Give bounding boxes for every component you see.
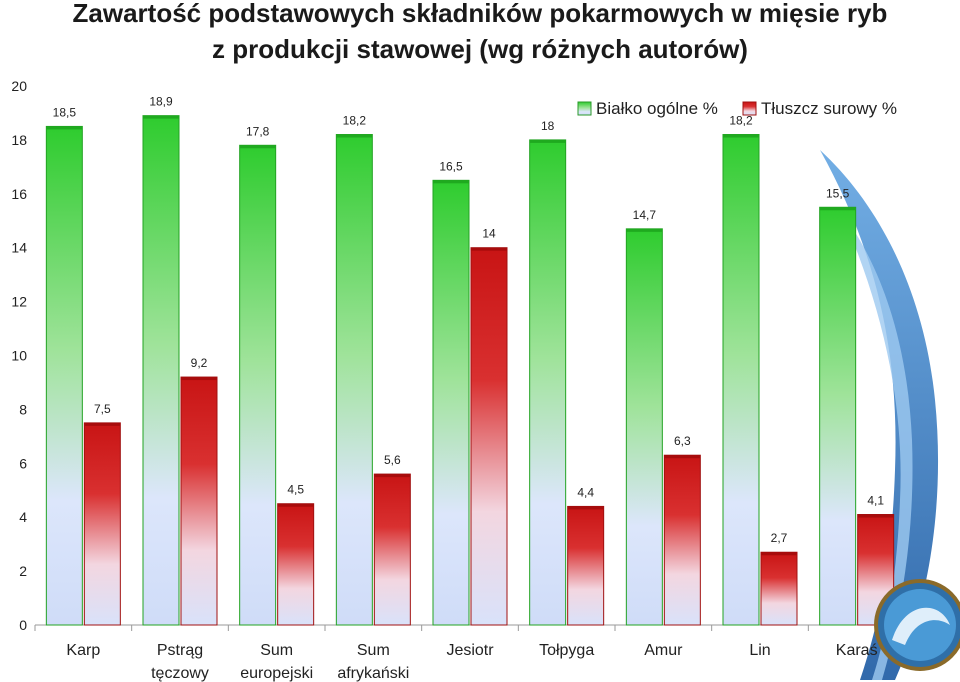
category-label: Jesiotr (446, 642, 494, 659)
bar-protein (432, 179, 470, 626)
data-label-protein: 18,2 (343, 114, 367, 128)
data-label-fat: 6,3 (674, 434, 691, 448)
bar-protein (722, 134, 760, 626)
y-tick-label: 16 (11, 186, 27, 202)
category-label: afrykański (337, 665, 409, 682)
data-label-fat: 4,1 (867, 494, 884, 508)
y-tick-label: 8 (19, 401, 27, 417)
data-label-protein: 18,9 (149, 95, 173, 109)
y-tick-label: 10 (11, 348, 27, 364)
y-tick-label: 20 (11, 78, 27, 94)
decorative-emblem (874, 579, 960, 671)
bar-fat (277, 503, 315, 626)
bar-protein (625, 228, 663, 626)
y-tick-label: 2 (19, 563, 27, 579)
y-tick-label: 4 (19, 509, 27, 525)
bar-fat-cap (567, 506, 604, 510)
bar-protein-cap (143, 115, 179, 119)
data-labels: 18,5 7,5 18,9 9,2 17,8 4,5 18,2 5,6 16,5 14 18 4,4 1… (53, 95, 885, 546)
category-label: Sum (357, 642, 390, 659)
bar-fat-cap (374, 474, 411, 478)
decorative-swoosh-light (840, 210, 913, 680)
category-label: tęczowy (151, 665, 209, 682)
data-label-fat: 5,6 (384, 453, 401, 467)
bar-protein (239, 144, 277, 626)
category-label: Karaś (836, 642, 878, 659)
legend-label-protein: Białko ogólne % (596, 99, 718, 118)
bar-fat-cap (277, 503, 314, 507)
bar-fat-cap (857, 514, 894, 518)
category-label: Tołpyga (539, 642, 594, 659)
data-label-fat: 9,2 (191, 356, 208, 370)
bar-protein-cap (723, 134, 759, 138)
data-label-protein: 18 (541, 119, 555, 133)
bar-fat (180, 376, 218, 626)
chart-title: Zawartość podstawowych składników pokarm… (73, 0, 888, 64)
category-label: Pstrąg (157, 642, 203, 659)
data-label-protein: 18,2 (729, 114, 753, 128)
decorative-swoosh (820, 150, 939, 680)
bar-fat (663, 454, 701, 626)
data-label-fat: 2,7 (771, 531, 788, 545)
legend-label-fat: Tłuszcz surowy % (761, 99, 897, 118)
bar-protein-cap (433, 180, 469, 184)
data-label-fat: 4,4 (577, 485, 594, 499)
data-label-protein: 15,5 (826, 186, 850, 200)
data-label-fat: 14 (482, 227, 496, 241)
legend-swatch-protein (577, 101, 592, 116)
bar-protein (142, 115, 180, 626)
bar-protein (819, 206, 857, 626)
category-label: Sum (260, 642, 293, 659)
bar-protein (529, 139, 567, 626)
bar-protein (335, 134, 373, 626)
bar-fat-cap (664, 455, 701, 459)
category-label: Karp (66, 642, 100, 659)
bar-fat (567, 505, 605, 626)
title-line-1: Zawartość podstawowych składników pokarm… (73, 0, 888, 28)
category-label: Lin (749, 642, 770, 659)
y-tick-label: 14 (11, 240, 27, 256)
category-label: europejski (240, 665, 313, 682)
title-line-2: z produkcji stawowej (wg różnych autorów… (212, 34, 748, 64)
bar-fat-cap (181, 377, 217, 381)
data-label-fat: 4,5 (287, 483, 304, 497)
bar-protein-cap (529, 139, 566, 143)
bar-protein-cap (626, 228, 663, 232)
data-label-protein: 14,7 (633, 208, 657, 222)
bar-fat-cap (761, 552, 797, 556)
data-label-protein: 18,5 (53, 105, 77, 119)
data-label-fat: 7,5 (94, 402, 111, 416)
bar-fat (470, 247, 508, 626)
legend-swatch-fat (742, 101, 757, 116)
bars (45, 115, 895, 626)
x-axis-categories: Karp Pstrąg tęczowy Sum europejski Sum afrykań… (66, 642, 877, 682)
data-label-protein: 16,5 (439, 159, 463, 173)
bar-fat (760, 551, 798, 626)
bar-fat (83, 422, 121, 626)
category-label: Amur (644, 642, 683, 659)
legend: Białko ogólne % Tłuszcz surowy % (577, 99, 897, 118)
bar-fat-cap (84, 422, 121, 426)
bar-protein (45, 125, 83, 626)
y-tick-label: 18 (11, 132, 27, 148)
data-label-protein: 17,8 (246, 124, 270, 138)
y-tick-label: 6 (19, 455, 27, 471)
bar-protein-cap (46, 126, 83, 130)
bar-protein-cap (239, 145, 276, 149)
bar-fat (373, 473, 411, 626)
y-tick-label: 12 (11, 294, 27, 310)
bar-protein-cap (336, 134, 373, 138)
y-tick-label: 0 (19, 617, 27, 633)
bar-fat-cap (471, 247, 507, 251)
bar-protein-cap (819, 207, 856, 211)
